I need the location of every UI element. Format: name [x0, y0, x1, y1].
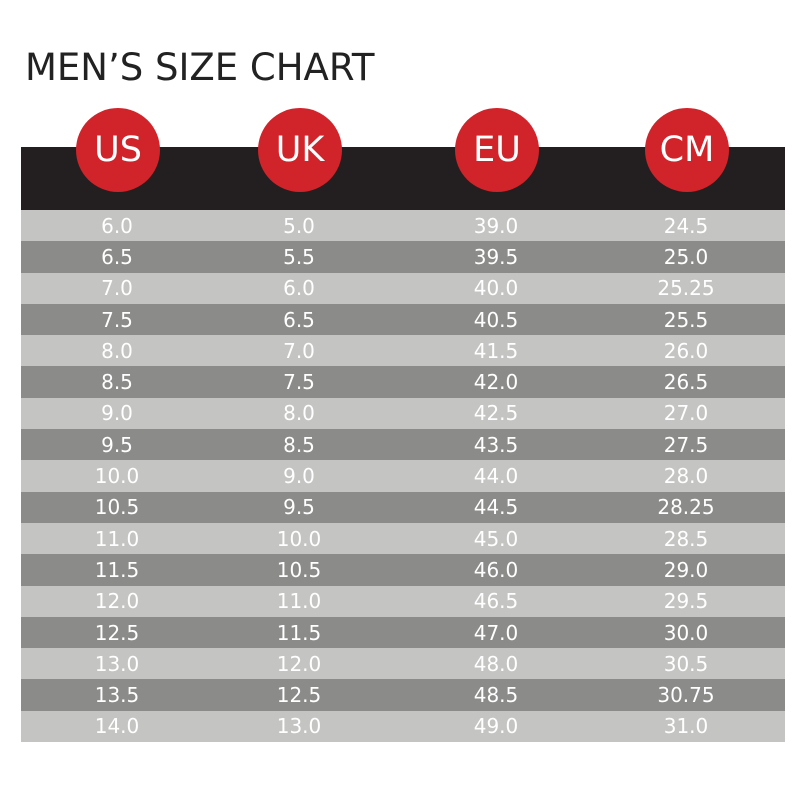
cell-cm: 26.5: [663, 370, 709, 395]
cell-us: 8.0: [101, 338, 133, 363]
column-header-eu: EU: [455, 108, 539, 192]
table-row: 7.0 6.0 40.0 25.25: [21, 272, 785, 304]
cell-cm: 29.0: [663, 557, 709, 582]
cell-us: 6.5: [101, 244, 133, 269]
cell-cm: 25.25: [657, 276, 715, 301]
cell-us: 11.0: [94, 526, 140, 551]
cell-eu: 40.0: [473, 276, 519, 301]
cell-uk: 11.5: [276, 620, 322, 645]
cell-cm: 24.5: [663, 213, 709, 238]
table-row: 14.0 13.0 49.0 31.0: [21, 710, 785, 743]
cell-cm: 25.5: [663, 307, 709, 332]
cell-uk: 8.5: [283, 432, 315, 457]
cell-cm: 26.0: [663, 338, 709, 363]
table-row: 10.0 9.0 44.0 28.0: [21, 460, 785, 492]
cell-us: 13.5: [94, 683, 140, 708]
cell-cm: 28.25: [657, 495, 715, 520]
cell-us: 6.0: [101, 213, 133, 238]
cell-uk: 13.0: [276, 714, 322, 739]
cell-cm: 27.5: [663, 432, 709, 457]
cell-eu: 48.0: [473, 651, 519, 676]
table-row: 8.0 7.0 41.5 26.0: [21, 335, 785, 367]
cell-us: 12.5: [94, 620, 140, 645]
cell-us: 13.0: [94, 651, 140, 676]
cell-us: 9.0: [101, 401, 133, 426]
cell-eu: 43.5: [473, 432, 519, 457]
table-row: 6.0 5.0 39.0 24.5: [21, 210, 785, 242]
cell-cm: 29.5: [663, 589, 709, 614]
table-row: 13.5 12.5 48.5 30.75: [21, 679, 785, 711]
cell-uk: 7.5: [283, 370, 315, 395]
table-row: 12.5 11.5 47.0 30.0: [21, 616, 785, 649]
cell-uk: 7.0: [283, 338, 315, 363]
cell-cm: 31.0: [663, 714, 709, 739]
cell-us: 7.0: [101, 276, 133, 301]
table-row: 11.0 10.0 45.0 28.5: [21, 522, 785, 555]
cell-uk: 11.0: [276, 589, 322, 614]
cell-uk: 10.5: [276, 557, 322, 582]
cell-eu: 48.5: [473, 683, 519, 708]
cell-uk: 5.0: [283, 213, 315, 238]
table-row: 6.5 5.5 39.5 25.0: [21, 241, 785, 273]
cell-eu: 39.5: [473, 244, 519, 269]
cell-cm: 30.0: [663, 620, 709, 645]
cell-eu: 42.0: [473, 370, 519, 395]
cell-uk: 5.5: [283, 244, 315, 269]
cell-eu: 42.5: [473, 401, 519, 426]
size-table: 6.0 5.0 39.0 24.5 6.5 5.5 39.5 25.0 7.0 6.0 40.0 25…: [21, 210, 785, 743]
column-header-us: US: [76, 108, 160, 192]
cell-uk: 10.0: [276, 526, 322, 551]
table-row: 9.0 8.0 42.5 27.0: [21, 397, 785, 430]
table-row: 7.5 6.5 40.5 25.5: [21, 303, 785, 336]
cell-us: 9.5: [101, 432, 133, 457]
cell-uk: 6.5: [283, 307, 315, 332]
table-row: 12.0 11.0 46.5 29.5: [21, 585, 785, 617]
cell-eu: 44.5: [473, 495, 519, 520]
cell-uk: 9.5: [283, 495, 315, 520]
table-row: 13.0 12.0 48.0 30.5: [21, 648, 785, 680]
cell-eu: 39.0: [473, 213, 519, 238]
cell-eu: 49.0: [473, 714, 519, 739]
cell-eu: 45.0: [473, 526, 519, 551]
cell-cm: 30.5: [663, 651, 709, 676]
cell-eu: 46.5: [473, 589, 519, 614]
cell-us: 7.5: [101, 307, 133, 332]
cell-cm: 28.5: [663, 526, 709, 551]
cell-us: 14.0: [94, 714, 140, 739]
table-row: 11.5 10.5 46.0 29.0: [21, 554, 785, 586]
cell-eu: 41.5: [473, 338, 519, 363]
table-row: 8.5 7.5 42.0 26.5: [21, 366, 785, 398]
cell-cm: 27.0: [663, 401, 709, 426]
cell-cm: 30.75: [657, 683, 715, 708]
cell-cm: 28.0: [663, 464, 709, 489]
cell-us: 12.0: [94, 589, 140, 614]
cell-us: 8.5: [101, 370, 133, 395]
cell-eu: 40.5: [473, 307, 519, 332]
cell-us: 11.5: [94, 557, 140, 582]
cell-uk: 6.0: [283, 276, 315, 301]
column-header-uk: UK: [258, 108, 342, 192]
column-header-cm: CM: [645, 108, 729, 192]
page-title: MEN’S SIZE CHART: [25, 46, 375, 89]
cell-uk: 12.5: [276, 683, 322, 708]
cell-uk: 12.0: [276, 651, 322, 676]
cell-cm: 25.0: [663, 244, 709, 269]
cell-us: 10.0: [94, 464, 140, 489]
cell-eu: 44.0: [473, 464, 519, 489]
cell-uk: 8.0: [283, 401, 315, 426]
cell-uk: 9.0: [283, 464, 315, 489]
table-row: 10.5 9.5 44.5 28.25: [21, 491, 785, 523]
cell-us: 10.5: [94, 495, 140, 520]
table-row: 9.5 8.5 43.5 27.5: [21, 429, 785, 461]
cell-eu: 46.0: [473, 557, 519, 582]
cell-eu: 47.0: [473, 620, 519, 645]
